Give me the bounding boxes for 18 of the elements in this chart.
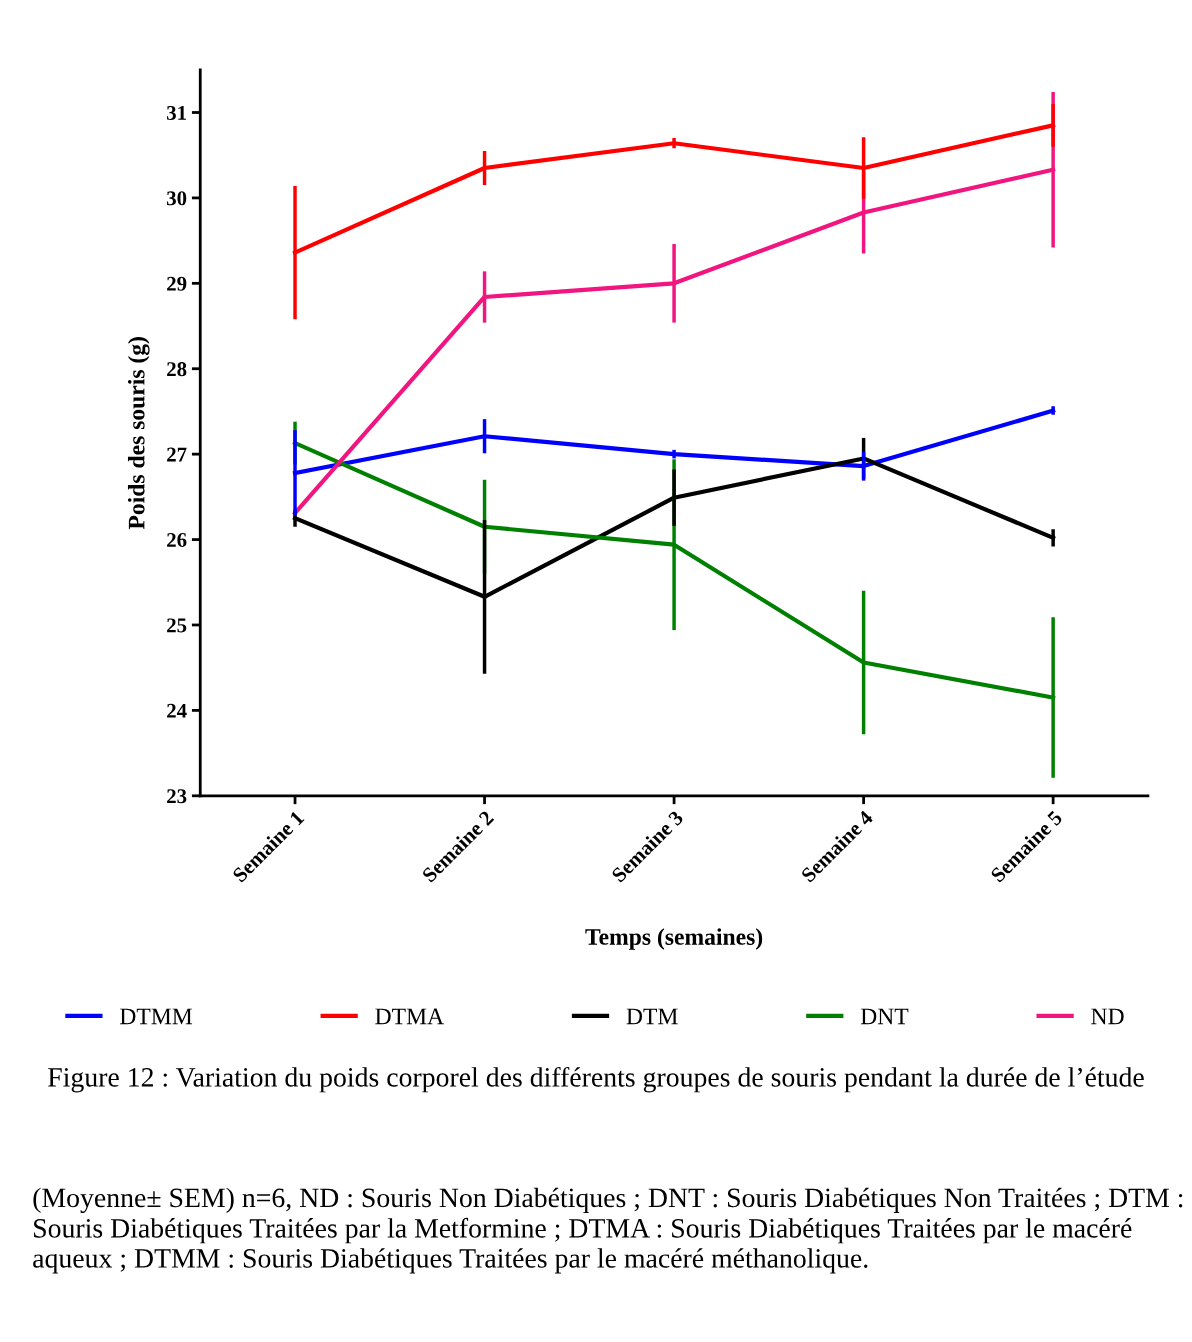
y-tick-label: 26	[167, 533, 187, 547]
y-tick-label: 25	[167, 618, 187, 633]
y-tick-label: 31	[167, 105, 186, 120]
legend-label: DTMA	[375, 1008, 444, 1025]
legend-label: ND	[1091, 1008, 1124, 1025]
y-tick-label: 29	[167, 276, 187, 291]
y-tick-label: 28	[167, 362, 187, 377]
legend-label: DTM	[626, 1008, 678, 1025]
y-tick-label: 23	[167, 789, 187, 804]
y-axis-title: Poids des souris (g)	[127, 337, 150, 530]
legend-label: DNT	[860, 1008, 909, 1025]
x-axis-title: Temps (semaines)	[585, 928, 763, 950]
legend-label: DTMM	[120, 1008, 193, 1025]
text: (Moyenne± SEM) n=6, ND : Souris Non Diabétiques ; DNT : Souris Diabétiques Non Traitées ; DTM : Souris Diabétiques Traitées par la Metformine ; DTMA : Souris Diabétiques Traitées par le macéré aqueux ; DTMM : Souris Diabétiques Traitées par le macéré méthanolique.	[33, 1187, 1183, 1274]
y-tick-label: 27	[167, 447, 187, 462]
caption: Figure 12 : Variation du poids corporel des différents groupes de souris pendant la durée de l’étude	[48, 1066, 1144, 1093]
y-tick-label: 24	[167, 703, 187, 718]
y-tick-label: 30	[167, 191, 187, 206]
